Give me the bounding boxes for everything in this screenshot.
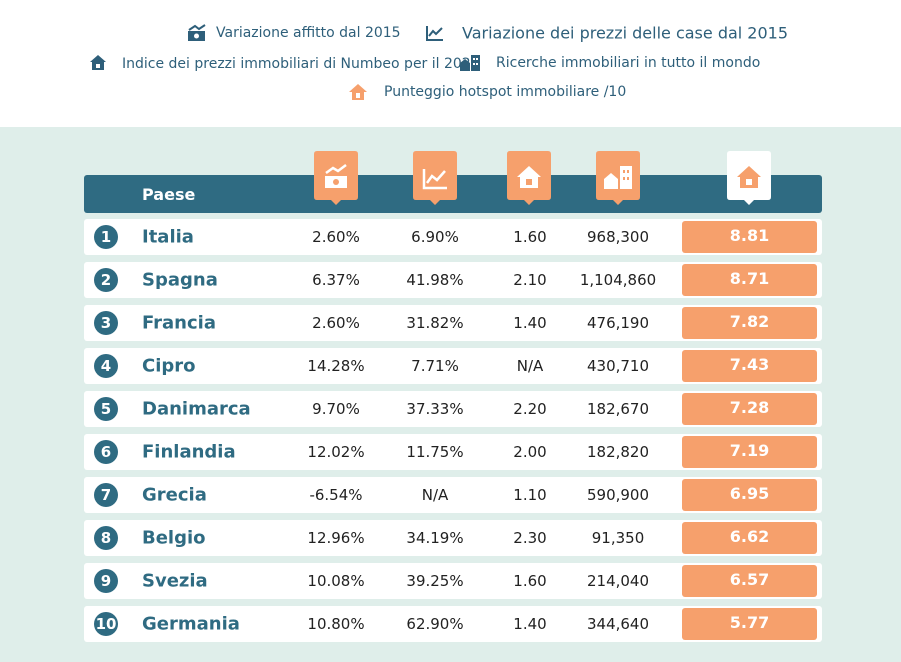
table-cell: -6.54% bbox=[309, 486, 363, 504]
table-cell: 12.02% bbox=[307, 443, 365, 461]
table-row: 2 Spagna 6.37% 41.98% 2.10 1,104,860 8.71 bbox=[84, 262, 822, 298]
table-cell: 430,710 bbox=[586, 357, 650, 375]
score-cell: 6.62 bbox=[682, 522, 817, 554]
table-cell: N/A bbox=[421, 486, 449, 504]
table-cell: 14.28% bbox=[307, 357, 365, 375]
rank-badge: 9 bbox=[94, 569, 118, 593]
country-name: Germania bbox=[142, 613, 240, 635]
table-cell: 2.60% bbox=[312, 314, 360, 332]
table-row: 8 Belgio 12.96% 34.19% 2.30 91,350 6.62 bbox=[84, 520, 822, 556]
table-cell: 1.60 bbox=[513, 572, 547, 590]
table-cell: 2.20 bbox=[513, 400, 547, 418]
legend-label: Ricerche immobiliari in tutto il mondo bbox=[496, 55, 761, 71]
table-cell: 1.60 bbox=[513, 228, 547, 246]
table-cell: 6.37% bbox=[312, 271, 360, 289]
table-cell: 34.19% bbox=[406, 529, 464, 547]
score-cell: 5.77 bbox=[682, 608, 817, 640]
country-name: Danimarca bbox=[142, 398, 251, 420]
table-row: 3 Francia 2.60% 31.82% 1.40 476,190 7.82 bbox=[84, 305, 822, 341]
table-cell: 182,820 bbox=[586, 443, 650, 461]
rank-badge: 5 bbox=[94, 397, 118, 421]
table-cell: 968,300 bbox=[586, 228, 650, 246]
country-name: Francia bbox=[142, 312, 216, 334]
table-row: 1 Italia 2.60% 6.90% 1.60 968,300 8.81 bbox=[84, 219, 822, 255]
table-cell: 9.70% bbox=[312, 400, 360, 418]
rank-badge: 3 bbox=[94, 311, 118, 335]
table-cell: 31.82% bbox=[406, 314, 464, 332]
score-cell: 7.28 bbox=[682, 393, 817, 425]
rank-badge: 2 bbox=[94, 268, 118, 292]
rank-badge: 10 bbox=[94, 612, 118, 636]
legend-label: Indice dei prezzi immobiliari di Numbeo … bbox=[122, 56, 480, 72]
country-name: Finlandia bbox=[142, 441, 236, 463]
legend-label: Variazione dei prezzi delle case dal 201… bbox=[462, 23, 789, 43]
score-cell: 6.95 bbox=[682, 479, 817, 511]
table-cell: 1.40 bbox=[513, 615, 547, 633]
legend-icon bbox=[426, 26, 443, 41]
table-cell: 1,104,860 bbox=[579, 271, 657, 289]
country-name: Italia bbox=[142, 226, 194, 248]
table-cell: 11.75% bbox=[406, 443, 464, 461]
score-cell: 7.43 bbox=[682, 350, 817, 382]
table-cell: 1.40 bbox=[513, 314, 547, 332]
country-name: Svezia bbox=[142, 570, 208, 592]
table-cell: 2.10 bbox=[513, 271, 547, 289]
legend-icon bbox=[349, 84, 367, 100]
table-cell: 344,640 bbox=[586, 615, 650, 633]
table-cell: 214,040 bbox=[586, 572, 650, 590]
table-cell: 2.60% bbox=[312, 228, 360, 246]
table-cell: 7.71% bbox=[411, 357, 459, 375]
table-row: 7 Grecia -6.54% N/A 1.10 590,900 6.95 bbox=[84, 477, 822, 513]
table-cell: 2.00 bbox=[513, 443, 547, 461]
score-cell: 8.81 bbox=[682, 221, 817, 253]
rank-badge: 1 bbox=[94, 225, 118, 249]
score-cell: 7.19 bbox=[682, 436, 817, 468]
legend-label: Variazione affitto dal 2015 bbox=[216, 25, 401, 41]
country-name: Belgio bbox=[142, 527, 206, 549]
table-row: 6 Finlandia 12.02% 11.75% 2.00 182,820 7.19 bbox=[84, 434, 822, 470]
legend-icon bbox=[90, 55, 106, 70]
country-name: Cipro bbox=[142, 355, 196, 377]
score-cell: 7.82 bbox=[682, 307, 817, 339]
legend-icon bbox=[188, 24, 206, 41]
table-cell: 182,670 bbox=[586, 400, 650, 418]
score-cell: 6.57 bbox=[682, 565, 817, 597]
table-cell: 12.96% bbox=[307, 529, 365, 547]
rank-badge: 4 bbox=[94, 354, 118, 378]
column-icon bbox=[596, 151, 640, 205]
legend-icon bbox=[460, 55, 480, 71]
rank-badge: 8 bbox=[94, 526, 118, 550]
table-cell: 1.10 bbox=[513, 486, 547, 504]
column-icon bbox=[413, 151, 457, 205]
table-cell: 41.98% bbox=[406, 271, 464, 289]
table-cell: 62.90% bbox=[406, 615, 464, 633]
table-cell: 6.90% bbox=[411, 228, 459, 246]
table-row: 4 Cipro 14.28% 7.71% N/A 430,710 7.43 bbox=[84, 348, 822, 384]
header-label: Paese bbox=[142, 185, 196, 204]
table-row: 10 Germania 10.80% 62.90% 1.40 344,640 5.77 bbox=[84, 606, 822, 642]
table-row: 9 Svezia 10.08% 39.25% 1.60 214,040 6.57 bbox=[84, 563, 822, 599]
table-row: 5 Danimarca 9.70% 37.33% 2.20 182,670 7.28 bbox=[84, 391, 822, 427]
score-cell: 8.71 bbox=[682, 264, 817, 296]
table-cell: 10.80% bbox=[307, 615, 365, 633]
rank-badge: 7 bbox=[94, 483, 118, 507]
table-cell: 10.08% bbox=[307, 572, 365, 590]
table-cell: 590,900 bbox=[586, 486, 650, 504]
table-cell: 39.25% bbox=[406, 572, 464, 590]
rank-badge: 6 bbox=[94, 440, 118, 464]
column-icon bbox=[727, 151, 771, 205]
table-cell: 91,350 bbox=[591, 529, 645, 547]
column-icon bbox=[314, 151, 358, 205]
table-cell: N/A bbox=[516, 357, 544, 375]
legend-label: Punteggio hotspot immobiliare /10 bbox=[384, 84, 627, 100]
table-cell: 2.30 bbox=[513, 529, 547, 547]
table-cell: 37.33% bbox=[406, 400, 464, 418]
table-cell: 476,190 bbox=[586, 314, 650, 332]
column-icon bbox=[507, 151, 551, 205]
country-name: Spagna bbox=[142, 269, 218, 291]
country-name: Grecia bbox=[142, 484, 207, 506]
